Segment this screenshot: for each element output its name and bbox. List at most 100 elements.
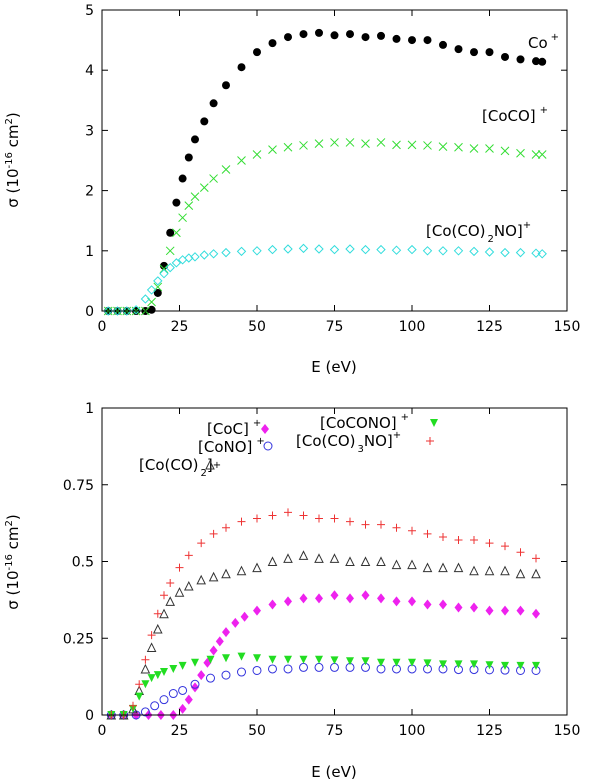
data-point	[391, 559, 402, 570]
data-point	[159, 608, 169, 619]
y-tick-label: 0.75	[63, 478, 94, 494]
x-tick-label: 25	[171, 319, 189, 335]
data-point	[222, 627, 230, 638]
data-point	[377, 658, 385, 667]
data-point	[346, 657, 354, 666]
data-point	[200, 117, 209, 126]
data-point	[237, 517, 246, 526]
y-tick-label: 0.25	[63, 631, 94, 647]
data-point	[500, 146, 510, 156]
data-point	[515, 247, 526, 258]
x-tick-label: 0	[98, 319, 107, 335]
data-point	[222, 81, 230, 90]
data-point	[299, 141, 308, 150]
data-point	[532, 554, 540, 563]
data-point	[159, 268, 169, 279]
ticks-top: 0 25 50 75 100 125 150 0 1 2 3 4 5	[85, 3, 580, 335]
data-point	[361, 33, 370, 42]
data-point	[469, 144, 479, 153]
data-point	[153, 288, 162, 297]
legend-marker	[261, 424, 269, 434]
data-point	[454, 536, 463, 545]
data-point	[283, 553, 293, 563]
data-point	[131, 305, 141, 315]
data-point	[377, 593, 385, 604]
data-point	[191, 682, 199, 693]
legend-marker	[426, 437, 434, 445]
data-point	[237, 667, 246, 677]
data-point	[329, 244, 340, 255]
data-point	[516, 148, 525, 158]
data-point	[392, 523, 401, 532]
data-point	[135, 692, 144, 701]
data-point	[166, 228, 175, 237]
legend-label-coconо: [CoCONO] +	[320, 412, 409, 432]
data-point	[407, 244, 417, 255]
data-point	[169, 664, 178, 673]
data-point	[184, 694, 193, 705]
data-point	[361, 139, 370, 148]
data-point	[361, 590, 370, 601]
data-point	[439, 660, 447, 669]
data-point	[197, 539, 206, 548]
data-point	[231, 617, 240, 628]
data-point	[453, 246, 464, 256]
data-point	[392, 140, 401, 150]
x-tick-label: 100	[399, 319, 426, 335]
legend-label-coc: [CoC] +	[207, 418, 261, 438]
y-tick-label: 4	[85, 63, 94, 79]
ticks-bottom: 0 25 50 75 100 125 150 0 0.25 0.5 0.75 1	[63, 401, 581, 739]
legend-bottom: [CoC] + [CoNO] + [Co(CO) 2]+ [CoCONO] + [Co(…	[139, 412, 438, 479]
data-point	[268, 145, 277, 155]
data-point	[391, 245, 402, 255]
data-point	[408, 526, 416, 535]
data-point	[253, 514, 261, 523]
data-point	[392, 596, 401, 607]
data-point	[314, 553, 324, 563]
data-point	[208, 571, 219, 582]
data-point	[376, 244, 386, 255]
data-point	[314, 244, 324, 254]
data-point	[160, 591, 168, 600]
x-tick-label: 150	[554, 723, 581, 739]
x-tick-label: 100	[399, 723, 426, 739]
data-point	[345, 556, 355, 566]
data-point	[376, 138, 386, 147]
x-tick-label: 125	[476, 723, 503, 739]
data-point	[377, 520, 385, 529]
data-point	[454, 45, 463, 54]
y-axis-label-top: σ (10-16 cm2)	[4, 112, 22, 207]
x-tick-label: 75	[326, 319, 344, 335]
legend-marker	[430, 419, 438, 427]
data-point	[408, 658, 416, 667]
data-point	[240, 611, 249, 622]
data-point	[330, 514, 339, 523]
data-point	[267, 244, 278, 255]
data-point	[329, 553, 340, 563]
data-point	[153, 276, 163, 286]
data-point	[172, 198, 181, 207]
data-point	[252, 665, 262, 675]
data-point	[298, 550, 309, 560]
data-point	[252, 150, 262, 159]
data-point	[146, 642, 157, 652]
chart-top: 0 25 50 75 100 125 150 0 1 2 3 4 5 E (eV) σ (10-16 c…	[4, 3, 580, 376]
data-point	[485, 144, 494, 153]
data-point	[423, 659, 432, 668]
series-1	[106, 662, 541, 720]
data-point	[376, 556, 386, 566]
series-3	[107, 652, 540, 719]
data-point	[150, 701, 160, 711]
data-point	[135, 680, 144, 689]
chart-bottom: 0 25 50 75 100 125 150 0 0.25 0.5 0.75 1 E (eV) σ (…	[4, 401, 580, 781]
data-point	[470, 602, 478, 613]
data-point	[516, 661, 525, 670]
y-axis-label-bottom: σ (10-16 cm2)	[4, 514, 22, 609]
data-point	[531, 248, 541, 258]
data-point	[330, 656, 339, 665]
data-point	[147, 305, 156, 314]
data-point	[422, 246, 433, 256]
data-point	[208, 249, 219, 259]
data-point	[377, 31, 385, 40]
data-point	[515, 568, 526, 579]
